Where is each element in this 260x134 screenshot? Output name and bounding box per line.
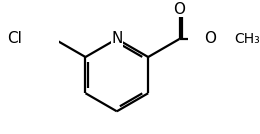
Text: Cl: Cl bbox=[7, 31, 22, 46]
Text: O: O bbox=[204, 31, 216, 46]
Text: N: N bbox=[111, 31, 122, 46]
Text: O: O bbox=[173, 2, 186, 17]
Text: CH₃: CH₃ bbox=[234, 32, 260, 46]
